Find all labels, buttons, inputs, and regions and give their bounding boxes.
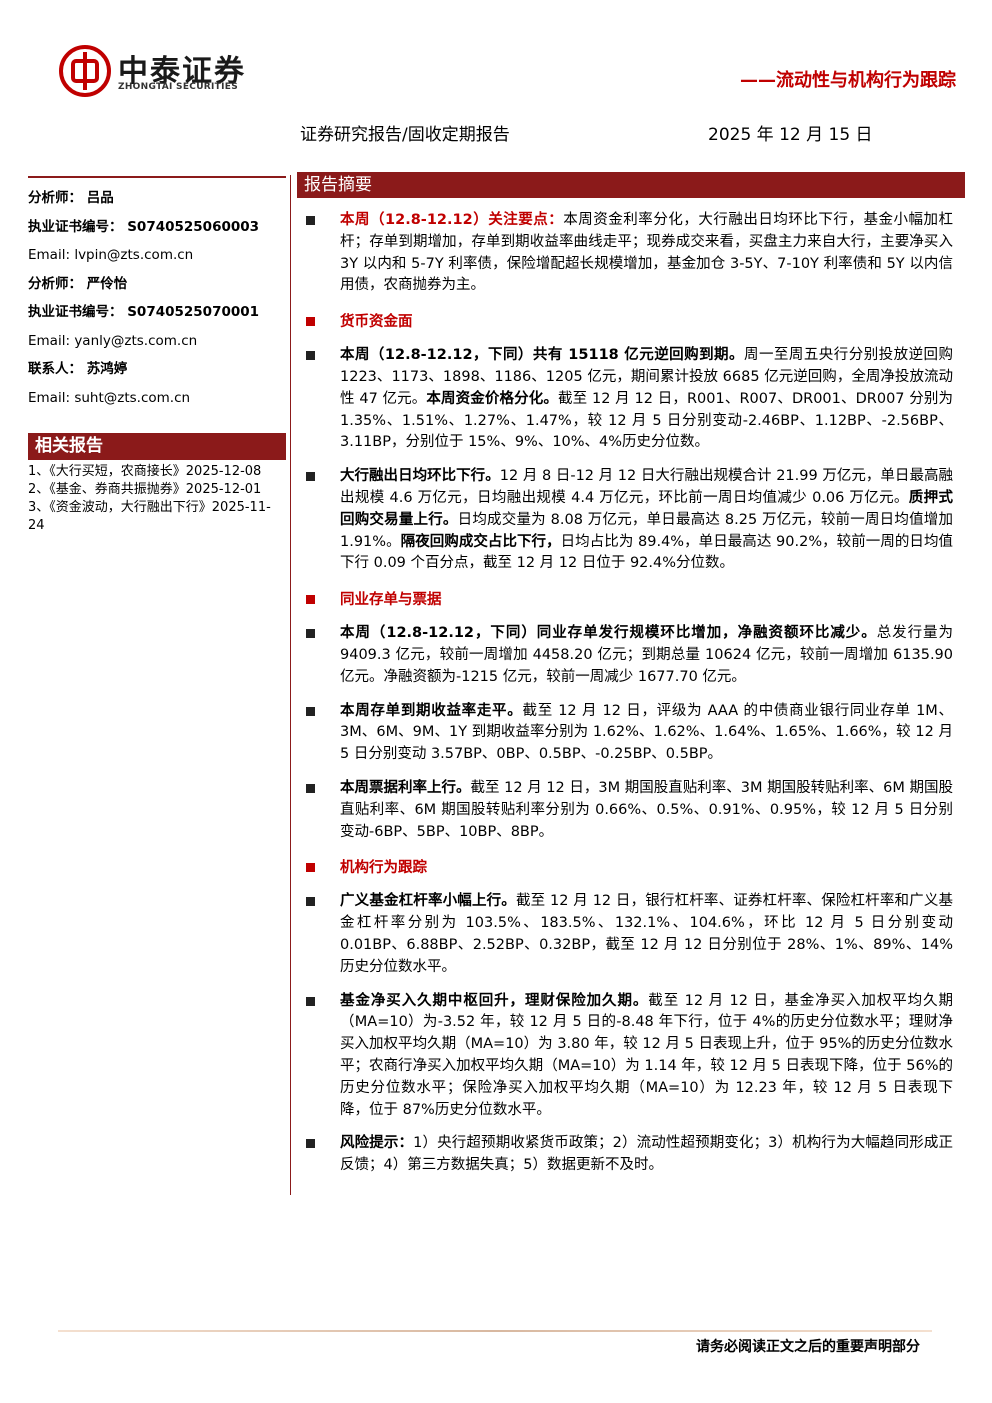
bullet [306,317,315,327]
contact-value: lvpin@zts.com.cn [74,247,194,263]
emphasis: 大行融出日均环比下行。 [340,468,500,485]
bullet [306,351,315,361]
bullet [306,472,315,482]
text-run: 本周资金利率分化，大行融出日均环比下行，基金小幅加杠杆；存单到期增加，存单到期收… [340,212,953,294]
sidebar: 分析师： 吕品 执业证书编号： S0740525060003 Email: lvpi… [28,176,286,535]
emphasis: 本周（12.8-12.12）关注要点： [340,212,564,228]
emphasis: 隔夜回购成交占比下行， [400,533,561,550]
bullet [306,216,315,225]
summary-title: 报告摘要 [297,172,965,198]
tagline: ——流动性与机构行为跟踪 [740,70,956,91]
report-date: 2025 年 12 月 15 日 [708,125,873,145]
text-run: 周一至周五央行分别投放逆回购 1223、1173、1898、1186、1205 … [340,347,954,407]
paragraph: 基金净买入久期中枢回升，理财保险加久期。截至 12 月 12 日，基金净买入加权… [297,991,965,1122]
contact-label: 联系人： [28,361,82,377]
text-run: 截至 12 月 12 日，3M 期国股直贴利率、3M 期国股转贴利率、6M 期国… [340,779,953,840]
bullet [306,863,315,873]
emphasis: 质押式回购交易量上行。 [340,489,953,528]
paragraph: 大行融出日均环比下行。12 月 8 日-12 月 12 日大行融出规模合计 21… [297,466,965,575]
emphasis: 本周（12.8-12.12，下同）共有 15118 亿元逆回购到期。 [340,347,744,364]
divider [290,175,291,1195]
emphasis: 广义基金杠杆率小幅上行。 [340,893,516,910]
paragraph: 广义基金杠杆率小幅上行。截至 12 月 12 日，银行杠杆率、证券杠杆率、保险杠… [297,891,965,978]
rule [28,176,286,178]
section-heading: 货币资金面 [297,311,965,333]
emphasis: 本周（12.8-12.12，下同）同业存单发行规模环比增加，净融资额环比减少。 [340,625,877,642]
contact-label: 分析师： [28,275,82,292]
emphasis: 风险提示： [340,1135,414,1152]
paragraph: 本周存单到期收益率走平。截至 12 月 12 日，评级为 AAA 的中债商业银行… [297,701,965,766]
contact-value: 苏鸿婷 [86,361,128,377]
text-run: 日均占比为 89.4%，单日最高达 90.2%，较前一周的日均值下行 0.09 … [340,533,953,572]
related-title: 相关报告 [28,433,286,459]
heading-text: 货币资金面 [340,314,413,331]
heading-text: 机构行为跟踪 [340,860,427,877]
text-run: 截至 12 月 12 日，R001、R007、DR001、DR007 分别为 1… [340,390,954,451]
emphasis: 本周存单到期收益率走平。 [340,702,523,719]
paragraph: 本周（12.8-12.12，下同）共有 15118 亿元逆回购到期。周一至周五央… [297,345,965,454]
bullet [306,783,315,793]
text-run: 日均成交量为 8.08 万亿元，单日最高达 8.25 万亿元，较前一周日均值增加… [340,511,953,550]
brand: 中泰证券 [118,54,246,89]
contact-value: S0740525060003 [127,218,260,235]
bullet [306,996,315,1006]
text-run: 总发行量为 9409.3 亿元，较前一周增加 4458.20 亿元；到期总量 1… [340,625,954,685]
brand-en: ZHONGTAI SECURITIES [118,82,238,92]
footer-note: 请务必阅读正文之后的重要声明部分 [696,1339,920,1355]
contact: Email: suht@zts.com.cn [28,384,286,413]
related-item: 3、《资金波动，大行融出下行》2025-11-24 [28,500,271,533]
related-list: 1、《大行买短，农商接长》2025-12-08 2、《基金、券商共振抛券》2025… [28,459,286,535]
contact: Email: yanly@zts.com.cn [28,327,286,356]
summary: 报告摘要 本周（12.8-12.12）关注要点：本周资金利率分化，大行融出日均环… [297,172,965,1177]
related-item: 1、《大行买短，农商接长》2025-12-08 [28,464,262,479]
contact-value: 吕品 [86,190,114,206]
related-item: 2、《基金、券商共振抛券》2025-12-01 [28,482,262,497]
contacts: 分析师： 吕品 执业证书编号： S0740525060003 Email: lvpi… [28,184,286,412]
emphasis: 本周票据利率上行。 [340,779,471,796]
text-run: 截至 12 月 12 日，银行杠杆率、证券杠杆率、保险杠杆率和广义基金杠杆率分别… [340,893,953,975]
contact-label: Email: [28,332,71,349]
contact: Email: lvpin@zts.com.cn [28,241,286,270]
emphasis: 本周资金价格分化。 [426,390,559,407]
contact: 执业证书编号： S0740525070001 [28,298,286,327]
section-heading: 同业存单与票据 [297,589,965,611]
contact: 分析师： 吕品 [28,184,286,213]
text-run: 12 月 8 日-12 月 12 日大行融出规模合计 21.99 万亿元，单日最… [340,468,953,506]
bullet [306,1139,315,1149]
contact: 联系人： 苏鸿婷 [28,355,286,384]
section-heading: 机构行为跟踪 [297,857,965,879]
contact-value: S0740525070001 [127,304,260,320]
contact-label: 执业证书编号： [28,304,123,320]
footer-rule [58,1330,932,1332]
paragraph: 本周（12.8-12.12，下同）同业存单发行规模环比增加，净融资额环比减少。总… [297,623,965,688]
contact-label: Email: [28,247,71,263]
text-run: 1）央行超预期收紧货币政策；2）流动性超预期变化；3）机构行为大幅趋同形成正反馈… [340,1135,953,1174]
text-run: 截至 12 月 12 日，基金净买入加权平均久期（MA=10）为-3.52 年，… [340,992,954,1118]
contact-label: 执业证书编号： [28,218,123,235]
text-run: 截至 12 月 12 日，评级为 AAA 的中债商业银行同业存单 1M、3M、6… [340,702,954,763]
contact-label: 分析师： [28,190,82,206]
heading-text: 同业存单与票据 [340,592,442,609]
contact-label: Email: [28,389,71,406]
bullet [306,629,315,639]
paragraph: 风险提示：1）央行超预期收紧货币政策；2）流动性超预期变化；3）机构行为大幅趋同… [297,1133,965,1177]
paragraph: 本周票据利率上行。截至 12 月 12 日，3M 期国股直贴利率、3M 期国股转… [297,778,965,843]
contact-value: suht@zts.com.cn [74,389,191,406]
blocks: 本周（12.8-12.12）关注要点：本周资金利率分化，大行融出日均环比下行，基… [297,210,965,1177]
contact-value: yanly@zts.com.cn [74,332,198,349]
bullet [306,595,315,605]
paragraph: 本周（12.8-12.12）关注要点：本周资金利率分化，大行融出日均环比下行，基… [297,210,965,297]
emphasis: 基金净买入久期中枢回升，理财保险加久期。 [340,992,649,1009]
logo [59,45,111,97]
bullet [306,706,315,716]
contact: 执业证书编号： S0740525060003 [28,213,286,242]
contact-value: 严伶怡 [86,275,128,292]
contact: 分析师： 严伶怡 [28,270,286,299]
bullet [306,897,315,907]
report-type: 证券研究报告/固收定期报告 [300,125,510,145]
